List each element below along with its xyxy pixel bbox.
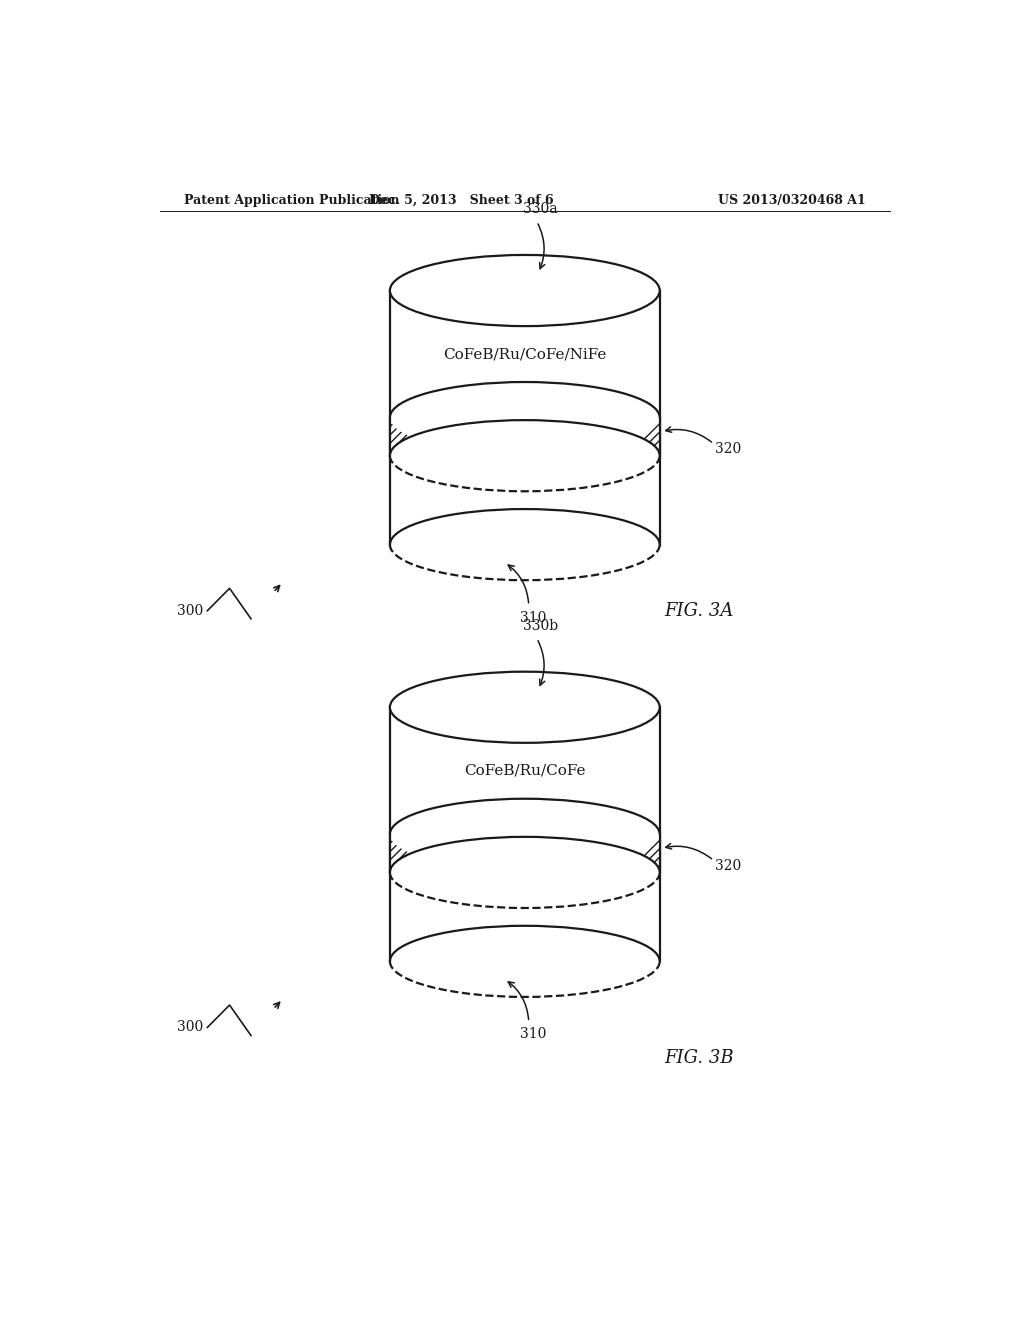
- Text: FIG. 3A: FIG. 3A: [665, 602, 734, 619]
- Text: 320: 320: [716, 442, 741, 455]
- Ellipse shape: [390, 837, 659, 908]
- Text: FIG. 3B: FIG. 3B: [665, 1049, 734, 1067]
- Ellipse shape: [390, 255, 659, 326]
- Ellipse shape: [390, 420, 659, 491]
- Bar: [390, 290, 659, 545]
- Ellipse shape: [390, 672, 659, 743]
- Text: 310: 310: [519, 1027, 546, 1041]
- Text: CoFeB/Ru/CoFe: CoFeB/Ru/CoFe: [464, 764, 586, 777]
- Text: Dec. 5, 2013   Sheet 3 of 6: Dec. 5, 2013 Sheet 3 of 6: [369, 194, 554, 207]
- Text: 320: 320: [716, 858, 741, 873]
- Bar: [390, 834, 659, 873]
- Ellipse shape: [390, 799, 659, 870]
- Bar: [390, 417, 659, 455]
- Text: CoFeB/Ru/CoFe/NiFe: CoFeB/Ru/CoFe/NiFe: [443, 347, 606, 362]
- Text: 300: 300: [177, 603, 204, 618]
- Bar: [390, 708, 659, 961]
- Text: US 2013/0320468 A1: US 2013/0320468 A1: [718, 194, 866, 207]
- Bar: [390, 417, 659, 455]
- Text: 330a: 330a: [523, 202, 558, 216]
- Text: 330b: 330b: [523, 619, 558, 634]
- Text: Patent Application Publication: Patent Application Publication: [183, 194, 399, 207]
- Text: 300: 300: [177, 1020, 204, 1035]
- Text: 310: 310: [519, 611, 546, 624]
- Bar: [390, 834, 659, 873]
- Ellipse shape: [390, 381, 659, 453]
